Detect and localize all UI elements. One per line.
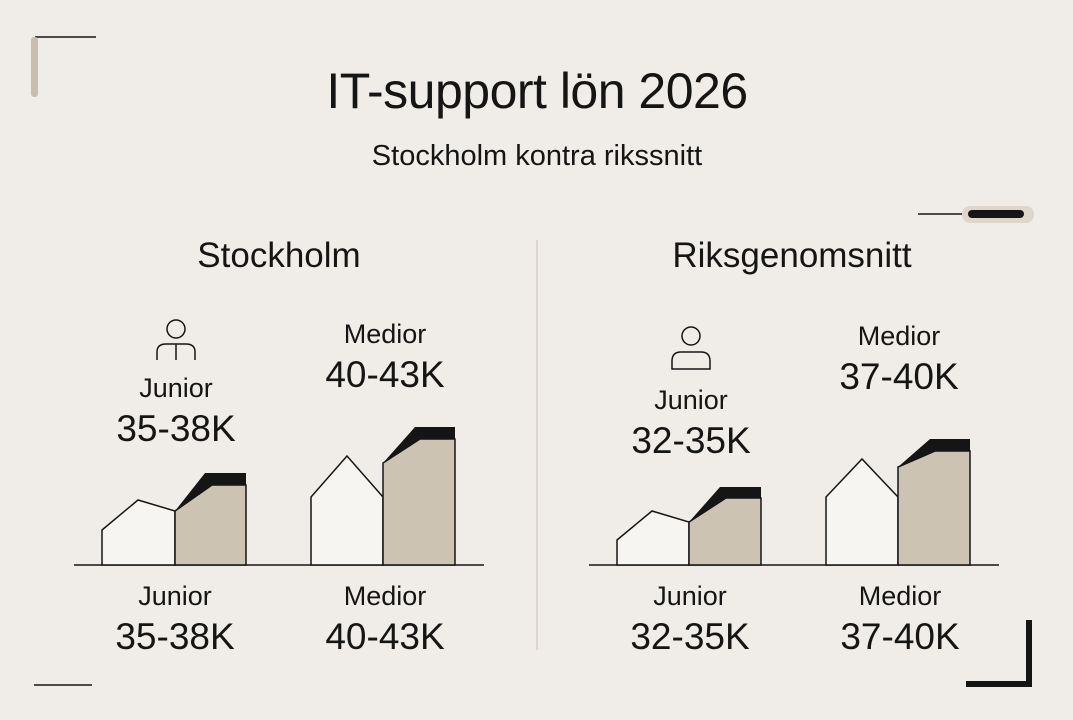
label-medior: Medior — [857, 321, 941, 351]
bar-riks-medior — [897, 450, 971, 566]
label-medior: Medior — [343, 319, 427, 349]
value-medior-bottom: 37-40K — [840, 616, 960, 657]
label-junior: Junior — [654, 385, 728, 415]
label-medior-bottom: Medior — [343, 581, 427, 611]
house-shape-riks-junior — [616, 510, 690, 566]
person-icon — [156, 319, 196, 360]
bar-cap-riks-medior — [898, 439, 970, 467]
value-medior: 40-43K — [325, 354, 445, 395]
value-junior: 32-35K — [631, 420, 751, 461]
bar-cap-stockholm-medior — [383, 427, 455, 463]
value-junior: 35-38K — [116, 408, 236, 449]
bar-stockholm-junior — [174, 484, 247, 566]
value-medior-bottom: 40-43K — [325, 616, 445, 657]
panel-title-riks: Riksgenomsnitt — [672, 236, 912, 275]
house-shape-stockholm-medior — [310, 454, 384, 566]
corner-decoration-bottom-right — [966, 620, 1032, 687]
corner-decoration-top-left — [31, 36, 96, 97]
bar-riks-junior — [688, 497, 762, 566]
house-shape-stockholm-junior — [101, 499, 176, 566]
bar-cap-riks-junior — [689, 487, 761, 522]
label-junior-bottom: Junior — [138, 581, 212, 611]
label-junior: Junior — [139, 373, 213, 403]
label-junior-bottom: Junior — [653, 581, 727, 611]
value-junior-bottom: 35-38K — [115, 616, 235, 657]
person-icon — [671, 326, 711, 370]
page-subtitle: Stockholm kontra rikssnitt — [371, 140, 703, 172]
panel-title-stockholm: Stockholm — [197, 236, 361, 275]
house-shape-riks-medior — [825, 457, 899, 566]
value-medior: 37-40K — [839, 356, 959, 397]
bar-stockholm-medior — [382, 438, 456, 566]
value-junior-bottom: 32-35K — [630, 616, 750, 657]
page-title: IT-support lön 2026 — [326, 63, 748, 119]
label-medior-bottom: Medior — [858, 581, 942, 611]
bar-cap-stockholm-junior — [175, 473, 246, 511]
slider-decoration — [918, 206, 1034, 223]
